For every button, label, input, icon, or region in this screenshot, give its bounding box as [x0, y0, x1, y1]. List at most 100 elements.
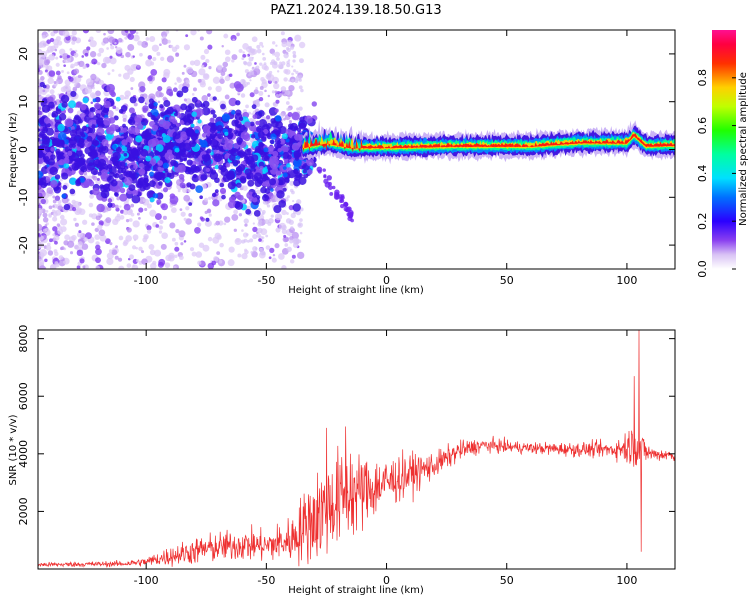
- noise-blob: [95, 241, 100, 246]
- band-blob: [294, 133, 302, 141]
- noise-blob: [69, 251, 74, 255]
- noise-blob: [276, 57, 280, 61]
- noise-blob: [130, 87, 134, 90]
- noise-blob: [212, 76, 221, 84]
- noise-blob: [293, 69, 297, 73]
- noise-blob: [244, 248, 248, 252]
- noise-blob: [190, 30, 197, 36]
- band-blob: [58, 113, 67, 121]
- noise-blob: [281, 61, 286, 66]
- noise-blob: [272, 102, 277, 106]
- band-blob: [76, 146, 81, 151]
- band-blob: [270, 188, 274, 192]
- noise-blob: [208, 213, 212, 217]
- band-blob: [282, 187, 287, 192]
- noise-blob: [255, 100, 260, 105]
- snr-y-ticks: 2000 4000 6000 8000: [17, 325, 675, 525]
- noise-blob: [256, 233, 261, 238]
- band-blob: [180, 131, 187, 138]
- band-blob: [91, 124, 96, 129]
- band-blob: [240, 131, 250, 140]
- band-blob: [282, 172, 288, 178]
- noise-blob: [132, 264, 136, 267]
- band-blob: [274, 130, 280, 136]
- band-blob: [246, 191, 254, 200]
- band-blob: [92, 98, 97, 103]
- band-blob: [322, 168, 326, 172]
- noise-blob: [220, 71, 226, 77]
- noise-blob: [76, 249, 84, 257]
- noise-blob: [83, 64, 87, 69]
- band-blob: [157, 86, 163, 92]
- band-blob: [46, 96, 54, 104]
- band-blob: [269, 178, 277, 186]
- noise-blob: [261, 52, 265, 56]
- band-blob: [142, 105, 149, 112]
- band-blob: [343, 201, 349, 207]
- colorbar-label: Normalized spectral amplitude: [738, 72, 749, 226]
- noise-blob: [259, 250, 266, 256]
- spectrogram-y-ticks: -20 -10 0 10 20: [17, 47, 675, 254]
- band-blob: [329, 191, 334, 196]
- noise-blob: [52, 209, 55, 213]
- colorbar-tick-label: 0.8: [696, 69, 709, 87]
- snr-frame: [37, 329, 676, 570]
- noise-blob: [143, 233, 149, 240]
- band-blob: [67, 107, 74, 114]
- band-blob: [178, 173, 185, 180]
- noise-blob: [68, 76, 74, 82]
- noise-blob: [247, 142, 252, 147]
- band-blob: [50, 180, 58, 188]
- noise-blob: [161, 77, 167, 83]
- noise-blob: [176, 76, 181, 82]
- noise-blob: [160, 243, 167, 250]
- band-blob: [105, 133, 113, 141]
- noise-blob: [256, 44, 261, 49]
- noise-blob: [289, 180, 295, 186]
- noise-blob: [59, 55, 63, 59]
- noise-blob: [151, 44, 159, 52]
- noise-blob: [120, 209, 125, 214]
- band-blob: [270, 133, 277, 140]
- noise-blob: [63, 64, 67, 68]
- noise-blob: [298, 85, 303, 90]
- noise-blob: [191, 251, 197, 257]
- band-blob: [274, 108, 279, 113]
- band-blob: [150, 114, 156, 121]
- band-blob: [288, 123, 294, 129]
- noise-blob: [91, 58, 98, 65]
- band-blob: [188, 202, 193, 206]
- band-blob: [273, 205, 282, 214]
- noise-blob: [146, 229, 152, 234]
- noise-blob: [288, 205, 294, 211]
- noise-blob: [258, 90, 264, 96]
- noise-blob: [88, 202, 94, 208]
- noise-blob: [129, 76, 135, 83]
- noise-blob: [117, 37, 123, 43]
- noise-blob: [180, 242, 184, 246]
- noise-blob: [201, 64, 205, 68]
- band-blob: [100, 145, 109, 154]
- noise-blob: [158, 225, 163, 230]
- noise-blob: [281, 41, 288, 48]
- noise-blob: [45, 65, 49, 70]
- band-blob: [228, 97, 238, 107]
- noise-blob: [59, 214, 65, 220]
- noise-blob: [86, 46, 91, 51]
- noise-blob: [115, 47, 123, 54]
- noise-blob: [212, 236, 220, 244]
- band-blob: [226, 172, 235, 181]
- band-blob: [225, 142, 233, 151]
- band-blob: [343, 206, 349, 212]
- band-blob: [306, 158, 314, 167]
- band-blob: [90, 151, 98, 159]
- noise-blob: [185, 66, 194, 74]
- band-blob: [96, 135, 102, 141]
- colorbar: 0.0 0.2 0.4 0.6 0.8 Normalized spectral ampl…: [696, 30, 749, 278]
- noise-blob: [88, 39, 91, 42]
- noise-blob: [273, 82, 280, 90]
- band-blob: [252, 114, 258, 120]
- noise-blob: [159, 219, 164, 225]
- band-blob: [236, 155, 241, 160]
